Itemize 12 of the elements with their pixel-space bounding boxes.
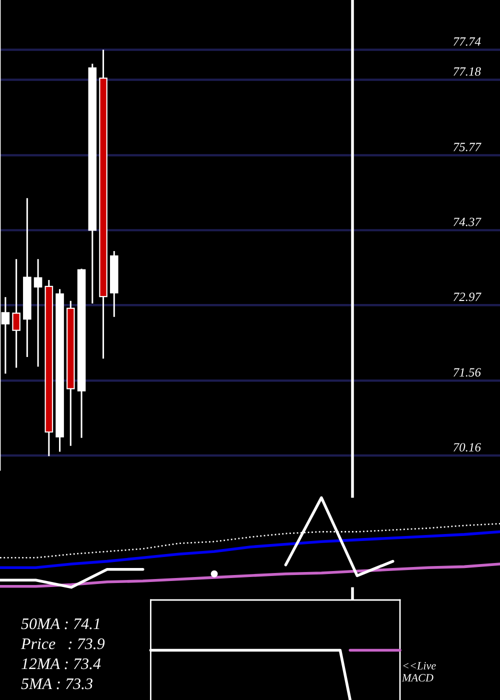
y-tick-label: 72.97	[454, 292, 482, 302]
y-tick-label: 77.18	[454, 67, 481, 76]
y-tick-label: 70.16	[454, 443, 481, 452]
y-tick-label: 74.37	[454, 218, 482, 226]
text: 5MA : 73.3	[21, 678, 92, 690]
text: <<Live MACD	[402, 662, 436, 682]
text: 50MA : 74.1	[21, 618, 100, 630]
y-tick-label: 71.56	[454, 368, 481, 377]
y-tick-label: 77.74	[454, 37, 481, 46]
text: Price : 73.9	[20, 638, 105, 650]
text: 12MA : 73.4	[22, 658, 101, 670]
y-tick-label: 75.77	[454, 142, 482, 152]
